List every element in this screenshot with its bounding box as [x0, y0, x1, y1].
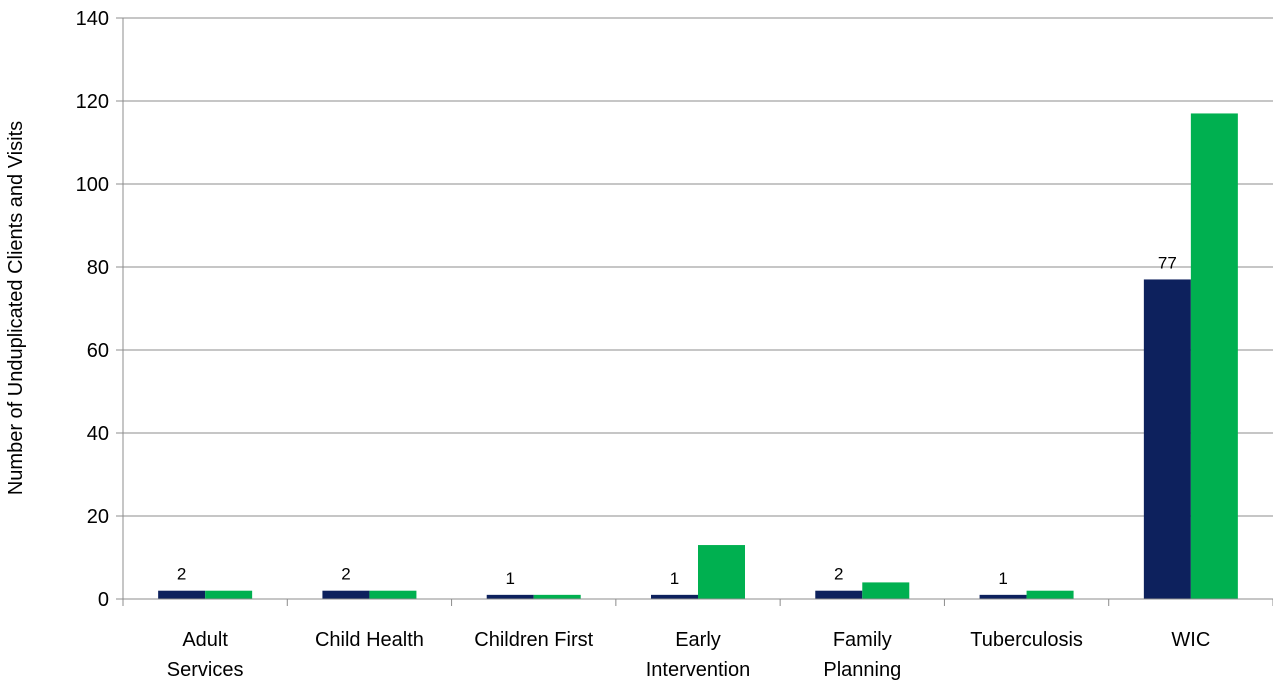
bar-series-2 [533, 594, 581, 599]
bar-series-1 [322, 590, 370, 599]
axes [116, 17, 1273, 606]
data-label: 1 [670, 569, 679, 588]
bar-series-1 [651, 594, 698, 599]
bars [158, 113, 1238, 599]
x-tick-label: WIC [1171, 629, 1210, 651]
x-tick-label: Children First [474, 629, 593, 651]
y-tick-label: 80 [87, 257, 109, 279]
x-tick-label: Early [675, 629, 721, 651]
y-axis-title: Number of Unduplicated Clients and Visit… [5, 121, 27, 495]
data-label: 77 [1158, 253, 1177, 272]
data-label: 2 [177, 565, 186, 584]
bar-series-2 [698, 545, 745, 599]
x-tick-label: Planning [823, 659, 901, 681]
bar-series-1 [815, 590, 863, 599]
data-label: 1 [505, 569, 514, 588]
bar-series-2 [369, 590, 417, 599]
y-tick-label: 40 [87, 423, 109, 445]
y-tick-label: 60 [87, 340, 109, 362]
data-label: 1 [998, 569, 1007, 588]
y-tick-label: 100 [76, 174, 109, 196]
gridlines [123, 17, 1273, 517]
bar-series-1 [486, 594, 534, 599]
x-tick-label: Family [833, 629, 892, 651]
labels: 0 20 40 60 80 100 120 140 Adult Services Child Hea… [76, 8, 1211, 681]
bar-series-1 [979, 594, 1027, 599]
bar-series-2 [205, 590, 253, 599]
data-label: 2 [341, 565, 350, 584]
bar-series-1 [158, 590, 206, 599]
x-tick-label: Intervention [646, 659, 751, 681]
bar-series-1 [1143, 279, 1191, 599]
x-tick-label: Tuberculosis [970, 629, 1083, 651]
y-tick-label: 120 [76, 91, 109, 113]
y-tick-label: 0 [98, 589, 109, 611]
bar-series-2 [1026, 590, 1074, 599]
y-tick-label: 140 [76, 8, 109, 30]
y-tick-label: 20 [87, 506, 109, 528]
x-tick-label: Adult [182, 629, 228, 651]
data-label: 2 [834, 565, 843, 584]
bar-series-2 [862, 582, 910, 599]
x-tick-label: Child Health [315, 629, 424, 651]
bar-series-2 [1190, 113, 1238, 599]
x-tick-label: Services [167, 659, 244, 681]
